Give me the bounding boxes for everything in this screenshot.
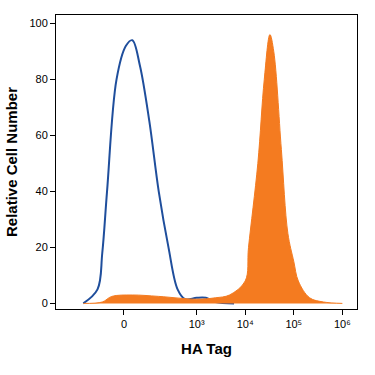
svg-text:0: 0 — [121, 318, 127, 330]
svg-text:20: 20 — [36, 241, 48, 253]
svg-text:10³: 10³ — [189, 318, 205, 330]
svg-text:40: 40 — [36, 185, 48, 197]
svg-text:100: 100 — [29, 17, 47, 29]
svg-text:Relative Cell Number: Relative Cell Number — [3, 87, 20, 237]
svg-text:10⁵: 10⁵ — [285, 318, 302, 330]
svg-text:10⁶: 10⁶ — [334, 318, 351, 330]
svg-text:0: 0 — [42, 297, 48, 309]
svg-text:80: 80 — [36, 73, 48, 85]
svg-text:HA Tag: HA Tag — [181, 340, 232, 357]
svg-text:60: 60 — [36, 129, 48, 141]
svg-text:10⁴: 10⁴ — [237, 318, 254, 330]
